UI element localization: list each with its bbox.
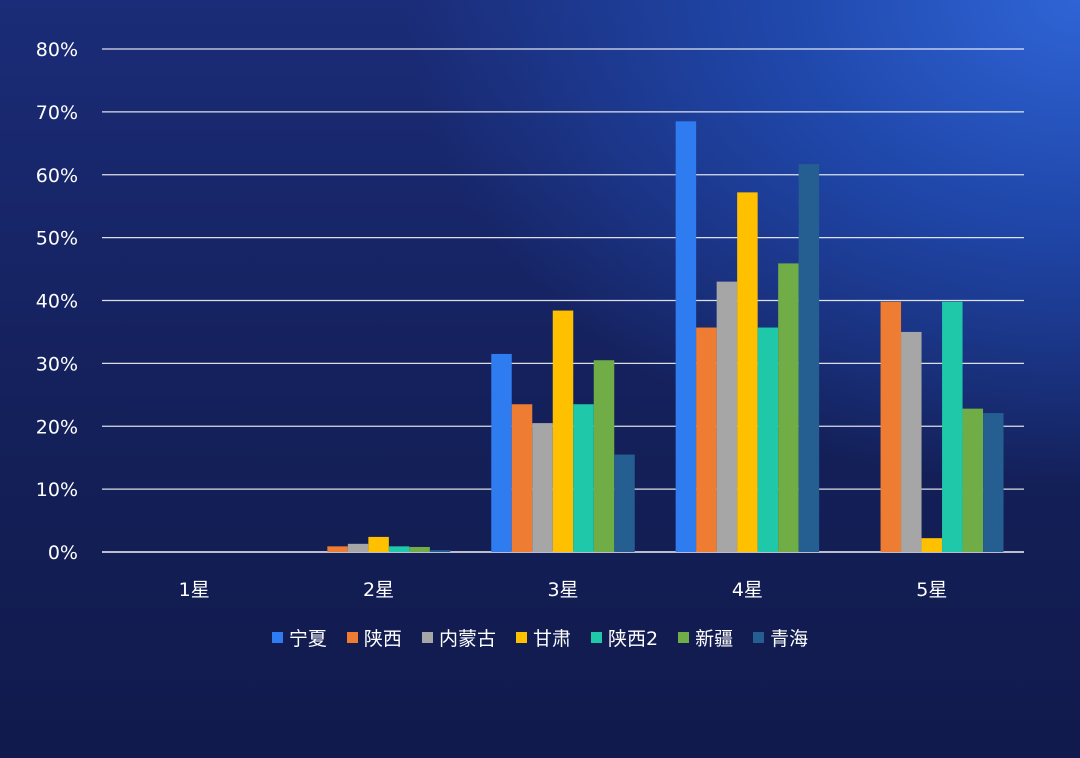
bar: [716, 281, 738, 552]
legend-item: 宁夏: [271, 624, 327, 651]
legend-item: 新疆: [678, 624, 733, 651]
x-category-label: 1星: [179, 579, 210, 601]
bar: [675, 121, 697, 553]
bar: [511, 404, 533, 552]
bar: [983, 413, 1004, 552]
y-tick-label: 30%: [36, 353, 78, 375]
legend-item: 青海: [753, 624, 808, 651]
bar: [614, 454, 635, 552]
legend-swatch: [421, 631, 433, 643]
bar: [388, 546, 410, 552]
bar: [696, 327, 717, 552]
legend-label: 甘肃: [532, 627, 571, 650]
legend-label: 宁夏: [288, 627, 327, 650]
bar: [327, 546, 348, 552]
legend-swatch: [271, 631, 283, 643]
y-tick-label: 0%: [48, 542, 78, 564]
bar: [778, 263, 799, 552]
legend-item: 甘肃: [515, 624, 571, 651]
x-category-label: 5星: [916, 579, 947, 601]
legend-swatch: [753, 631, 765, 643]
bar: [532, 423, 553, 552]
y-tick-label: 50%: [36, 228, 78, 250]
bar: [798, 164, 820, 552]
bar: [757, 327, 779, 552]
y-tick-label: 40%: [36, 291, 78, 313]
legend-swatch: [346, 631, 358, 643]
x-category-label: 4星: [732, 579, 763, 601]
bar: [962, 408, 984, 552]
legend-label: 内蒙古: [438, 627, 496, 650]
y-tick-label: 10%: [36, 479, 78, 501]
bar: [429, 550, 451, 552]
bar: [573, 404, 594, 552]
y-tick-label: 60%: [36, 165, 78, 187]
legend-item: 陕西: [346, 624, 402, 651]
bar: [347, 543, 369, 552]
legend-label: 陕西: [363, 627, 402, 650]
bar: [737, 192, 758, 553]
x-category-label: 3星: [547, 579, 578, 601]
legend-swatch: [515, 631, 527, 643]
bar: [921, 538, 943, 552]
legend-swatch: [590, 631, 602, 643]
bar-chart: 0% 10% 20% 30% 40% 50% 60% 70% 80% 1星 2星 3星 4星 5星: [36, 39, 1004, 601]
x-category-label: 2星: [363, 579, 394, 601]
legend-swatch: [678, 631, 690, 643]
legend-label: 新疆: [695, 627, 734, 650]
bar: [901, 331, 922, 552]
legend-label: 青海: [770, 627, 809, 650]
bar: [368, 536, 389, 552]
legend-label: 陕西2: [607, 627, 659, 650]
bar: [552, 310, 574, 552]
bar: [942, 301, 963, 552]
bar: [880, 301, 902, 552]
y-tick-label: 20%: [36, 416, 78, 438]
bar: [593, 360, 615, 552]
legend-item: 内蒙古: [421, 624, 496, 651]
legend: 宁夏 陕西 内蒙古 甘肃 陕西2 新疆 青海: [0, 622, 1080, 652]
y-tick-label: 80%: [36, 39, 78, 61]
y-tick-label: 70%: [36, 102, 78, 124]
legend-item: 陕西2: [590, 624, 659, 651]
bar: [409, 546, 430, 552]
bar: [491, 353, 512, 552]
